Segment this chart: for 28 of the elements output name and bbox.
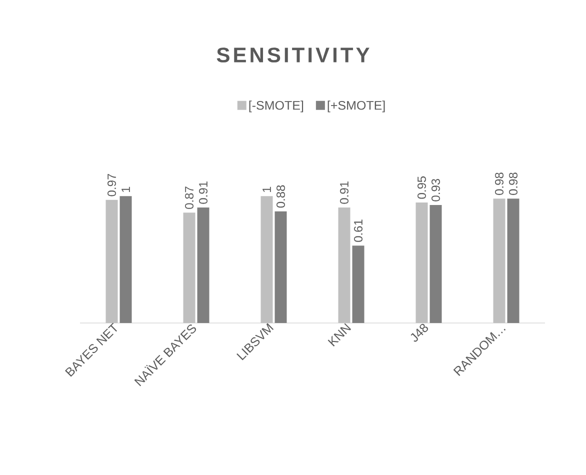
data-label: 0.91	[340, 182, 348, 204]
chart-title: SENSITIVITY	[216, 48, 370, 62]
bar	[416, 202, 428, 323]
bar	[120, 196, 132, 323]
bar	[274, 211, 287, 323]
data-label: 0.95	[418, 176, 426, 199]
bar	[260, 196, 273, 323]
data-label: 0.91	[199, 182, 208, 204]
legend-label: [-SMOTE]	[249, 100, 304, 112]
bar	[183, 212, 196, 323]
bar	[106, 200, 118, 323]
bar	[493, 198, 506, 323]
data-label: 1	[262, 186, 271, 192]
data-label: 0.93	[432, 178, 440, 202]
bar	[352, 246, 364, 323]
bar	[507, 198, 520, 323]
bar	[430, 204, 442, 323]
data-label: 0.98	[495, 172, 504, 195]
bar	[338, 208, 350, 323]
legend-label: [+SMOTE]	[328, 100, 385, 112]
data-label: 0.97	[108, 174, 116, 196]
data-label: 0.88	[276, 185, 285, 208]
data-label: 0.87	[185, 186, 194, 209]
x-tick-label: J48	[410, 324, 428, 342]
data-label: 0.98	[509, 172, 518, 195]
data-label: 1	[122, 186, 130, 192]
data-label: 0.61	[354, 220, 362, 242]
bar	[197, 208, 210, 323]
